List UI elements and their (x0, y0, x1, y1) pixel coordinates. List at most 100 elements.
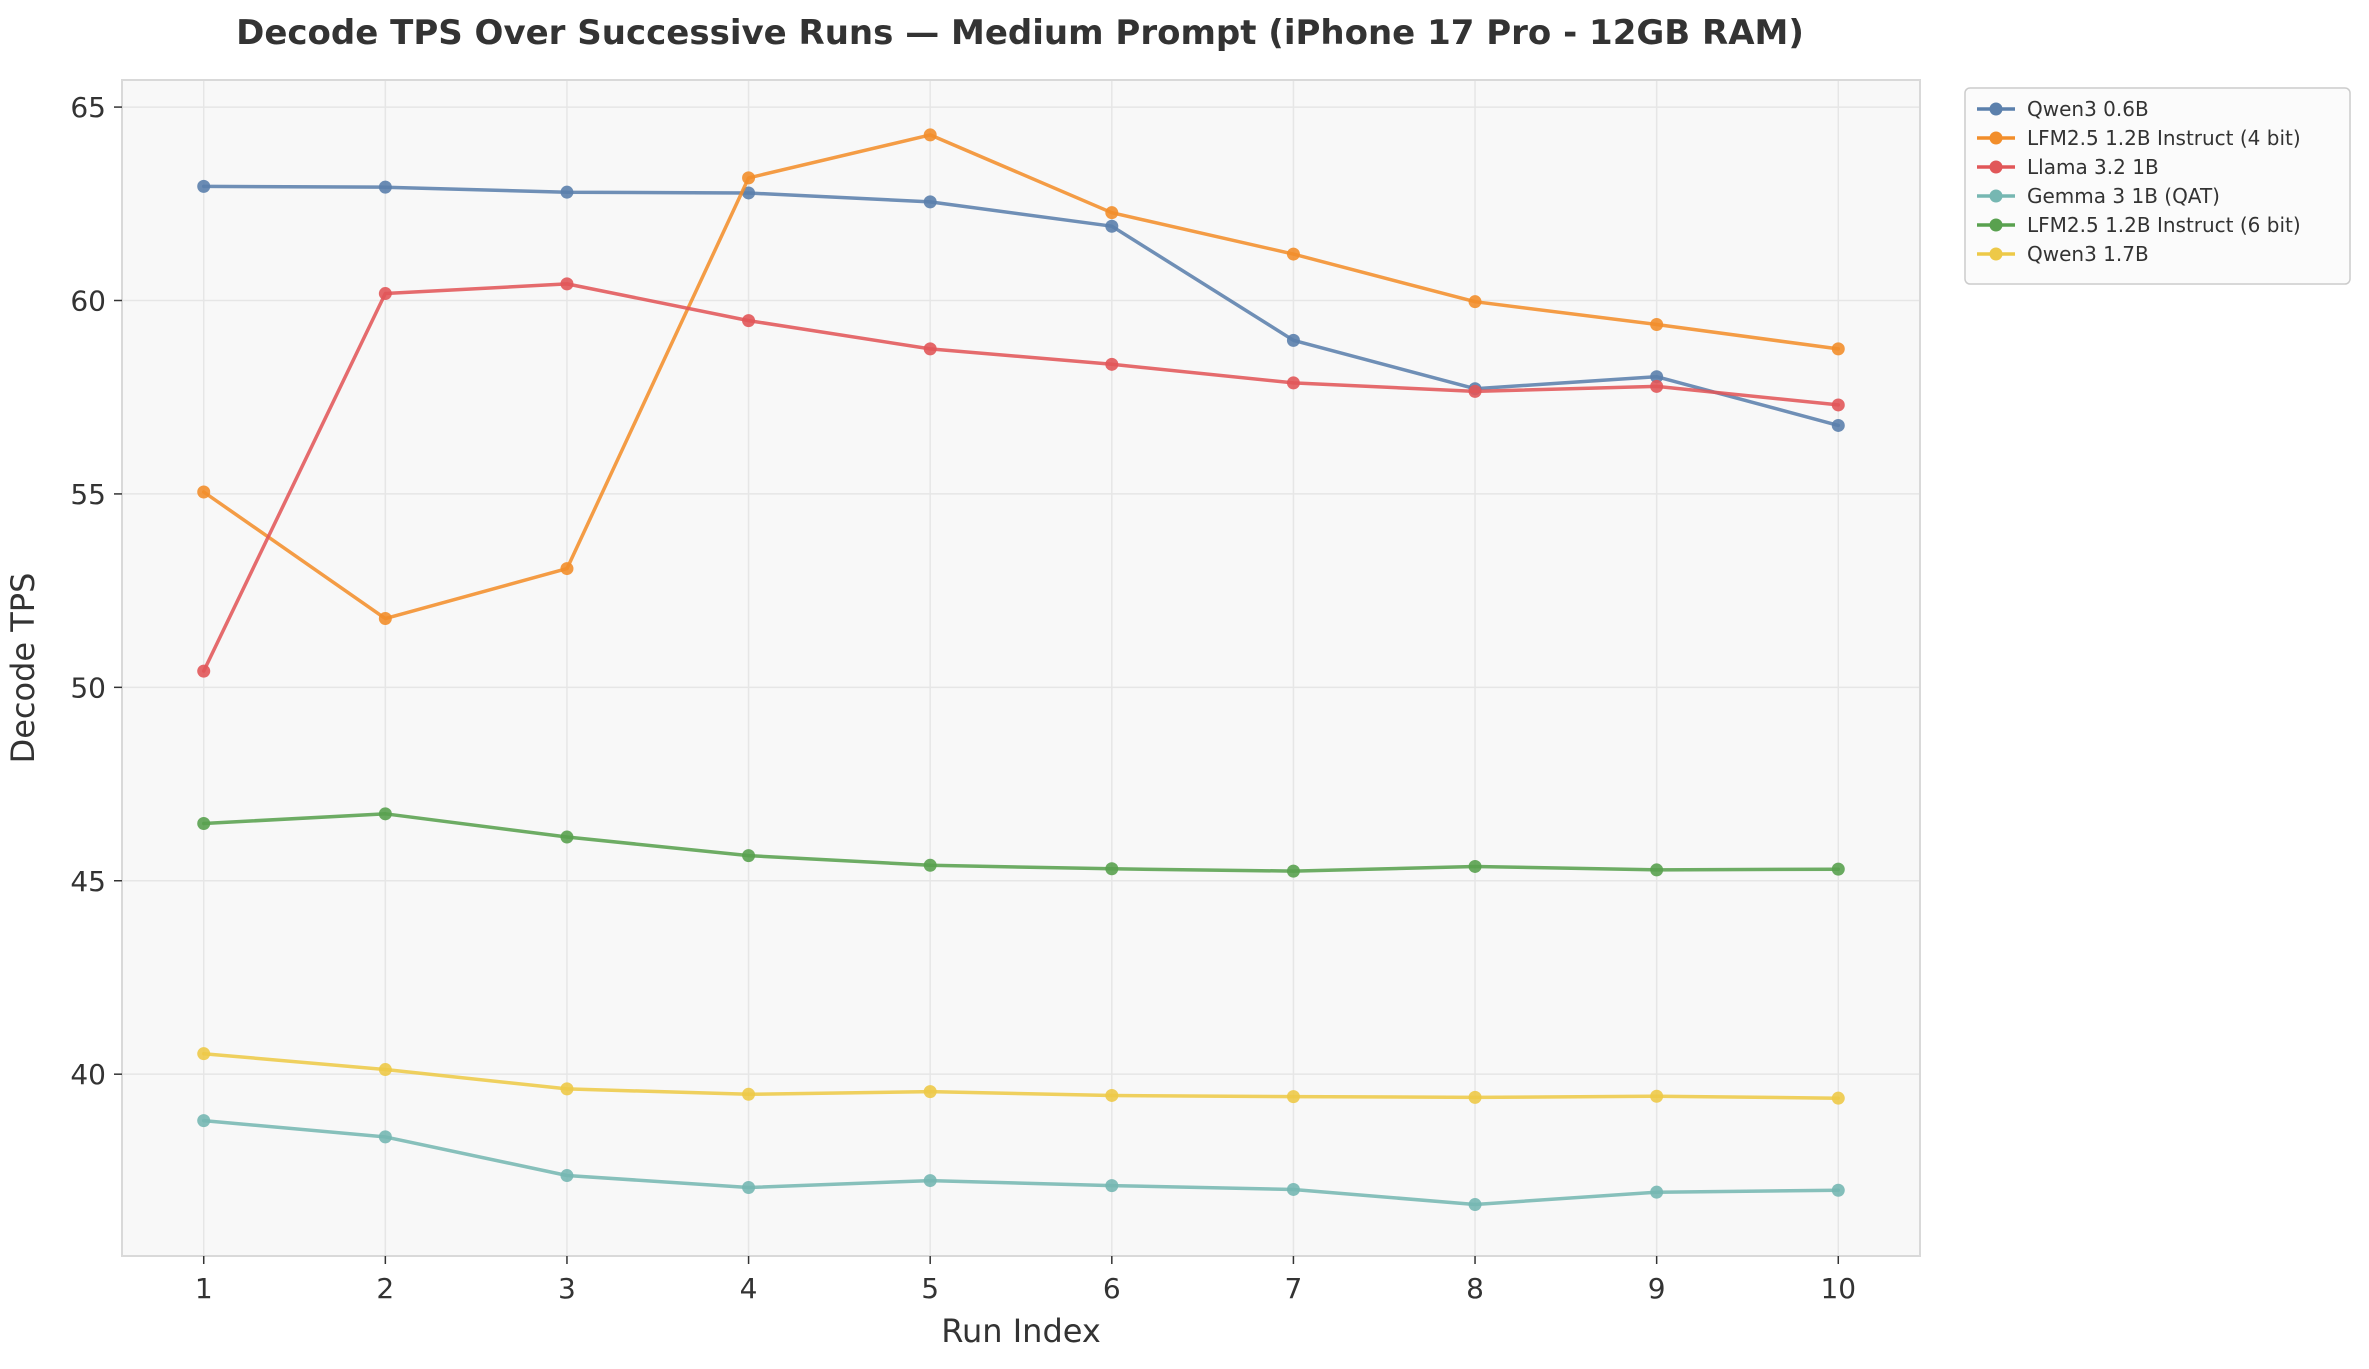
x-tick-label: 5 (921, 1272, 939, 1305)
data-point (1650, 863, 1664, 877)
legend-label: Llama 3.2 1B (2027, 155, 2159, 179)
data-point (1650, 317, 1664, 331)
x-tick-label: 7 (1285, 1272, 1303, 1305)
x-tick-label: 8 (1466, 1272, 1484, 1305)
legend-entry: LFM2.5 1.2B Instruct (6 bit) (1977, 213, 2301, 237)
data-point (1650, 370, 1664, 384)
series-2 (197, 277, 1845, 678)
x-tick-label: 9 (1648, 1272, 1666, 1305)
series-3 (197, 1114, 1845, 1212)
series-5 (197, 1047, 1845, 1105)
legend-marker (1989, 218, 2003, 232)
y-tick-label: 40 (70, 1058, 106, 1091)
chart-title: Decode TPS Over Successive Runs — Medium… (236, 13, 1804, 53)
data-point (560, 185, 574, 199)
data-point (1831, 862, 1845, 876)
legend-marker (1989, 160, 2003, 174)
data-point (1105, 1088, 1119, 1102)
legend-entry: LFM2.5 1.2B Instruct (4 bit) (1977, 126, 2301, 150)
x-tick-label: 10 (1820, 1272, 1856, 1305)
series-0 (197, 179, 1845, 432)
data-point (560, 562, 574, 576)
x-tick-label: 1 (195, 1272, 213, 1305)
data-point (1105, 219, 1119, 233)
data-point (742, 171, 756, 185)
data-point (742, 314, 756, 328)
data-point (1831, 1091, 1845, 1105)
x-axis-label: Run Index (941, 1312, 1101, 1350)
legend-marker (1989, 189, 2003, 203)
data-point (923, 128, 937, 142)
data-point (197, 485, 211, 499)
series-line (201, 812, 1841, 873)
data-point (378, 1063, 392, 1077)
data-point (197, 179, 211, 193)
data-point (1286, 333, 1300, 347)
data-point (742, 849, 756, 863)
legend-entry: Gemma 3 1B (QAT) (1977, 184, 2220, 208)
data-point (742, 1181, 756, 1195)
data-point (378, 287, 392, 301)
data-point (1650, 1089, 1664, 1103)
series-line (201, 184, 1841, 428)
data-point (1468, 1198, 1482, 1212)
data-point (1831, 342, 1845, 356)
legend-marker (1989, 247, 2003, 261)
series-4 (197, 807, 1845, 878)
legend-marker (1989, 102, 2003, 116)
data-point (1105, 206, 1119, 220)
series-line (201, 282, 1841, 673)
legend: Qwen3 0.6B LFM2.5 1.2B Instruct (4 bit) Ll… (1964, 87, 2351, 285)
plot-area (122, 80, 1920, 1256)
data-point (1468, 1090, 1482, 1104)
legend-entry: Qwen3 1.7B (1977, 242, 2149, 266)
data-point (1650, 379, 1664, 393)
legend-marker (1989, 131, 2003, 145)
data-point (1105, 357, 1119, 371)
data-point (1468, 859, 1482, 873)
data-point (923, 342, 937, 356)
x-axis-ticks: 1 2 3 4 5 6 7 8 9 10 (195, 1256, 1856, 1305)
series-line (201, 133, 1841, 621)
y-tick-label: 45 (70, 865, 106, 898)
legend-entry: Qwen3 0.6B (1977, 97, 2149, 121)
y-axis-label: Decode TPS (4, 573, 42, 764)
data-point (1468, 295, 1482, 309)
data-point (923, 858, 937, 872)
legend-label: LFM2.5 1.2B Instruct (6 bit) (2027, 213, 2301, 237)
data-point (197, 817, 211, 831)
data-point (378, 180, 392, 194)
y-tick-label: 60 (70, 285, 106, 318)
legend-label: Gemma 3 1B (QAT) (2027, 184, 2220, 208)
data-point (560, 277, 574, 291)
legend-label: Qwen3 1.7B (2027, 242, 2149, 266)
y-tick-label: 50 (70, 671, 106, 704)
legend-entry: Llama 3.2 1B (1977, 155, 2159, 179)
data-point (1286, 1182, 1300, 1196)
series-line (201, 1051, 1841, 1100)
data-point (1831, 1183, 1845, 1197)
data-point (1286, 864, 1300, 878)
data-point (923, 1085, 937, 1099)
data-point (197, 664, 211, 678)
data-point (197, 1114, 211, 1128)
legend-label: Qwen3 0.6B (2027, 97, 2149, 121)
x-tick-label: 2 (376, 1272, 394, 1305)
data-point (378, 1130, 392, 1144)
x-tick-label: 4 (740, 1272, 758, 1305)
data-point (560, 1082, 574, 1096)
series-lines (197, 128, 1845, 1212)
data-point (1831, 398, 1845, 412)
data-point (1286, 247, 1300, 261)
data-point (1105, 1179, 1119, 1193)
y-tick-label: 65 (70, 91, 106, 124)
data-point (197, 1047, 211, 1061)
data-point (1831, 418, 1845, 432)
plot-frame (121, 79, 1921, 1257)
data-point (378, 611, 392, 625)
legend-label: LFM2.5 1.2B Instruct (4 bit) (2027, 126, 2301, 150)
data-point (1286, 376, 1300, 390)
data-point (560, 1169, 574, 1183)
data-point (1286, 1090, 1300, 1104)
